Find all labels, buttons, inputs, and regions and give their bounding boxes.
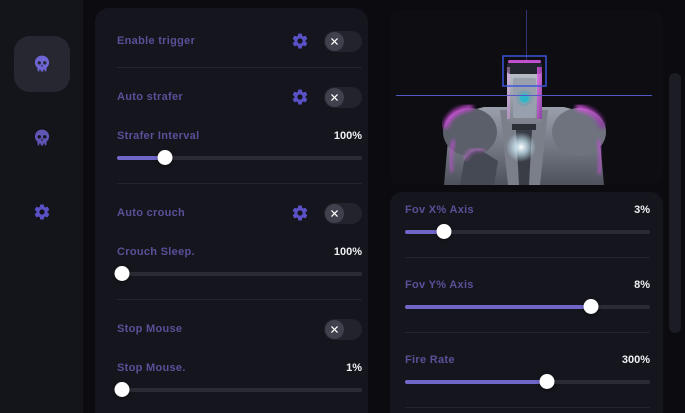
slider-fill: [117, 156, 165, 160]
aim-preview-panel: [390, 10, 663, 185]
divider: [117, 299, 362, 300]
toggle-knob: [325, 319, 344, 339]
features-panel: Enable trigger Auto strafer: [95, 8, 368, 413]
feature-settings-button[interactable]: [290, 31, 310, 51]
slider-value: 100%: [333, 130, 362, 142]
skull-icon: [34, 55, 49, 72]
slider-fill: [405, 230, 445, 234]
slider-fill: [405, 305, 592, 309]
scrollbar-thumb[interactable]: [669, 73, 681, 333]
feature-toggle-off[interactable]: [324, 86, 362, 108]
slider-thumb[interactable]: [114, 382, 130, 397]
slider-thumb[interactable]: [436, 224, 452, 239]
feature-row-stop-mouse: Stop Mouse: [117, 316, 362, 342]
sidebar-item-triggerbot[interactable]: [13, 36, 70, 92]
slider-label: Fire Rate: [405, 354, 455, 366]
fire-rate-slider[interactable]: [405, 374, 650, 390]
slider-track[interactable]: [405, 230, 650, 234]
gear-icon: [292, 89, 308, 105]
slider-track[interactable]: [117, 272, 362, 276]
slider-value: 1%: [346, 362, 362, 374]
slider-value: 8%: [634, 279, 650, 291]
slider-label: Fov X% Axis: [405, 204, 474, 216]
sidebar: [0, 0, 83, 413]
robot-render: [396, 10, 652, 185]
gear-icon: [292, 205, 308, 221]
feature-label: Stop Mouse: [117, 323, 183, 335]
toggle-knob: [325, 87, 344, 107]
fov-x-slider[interactable]: [405, 224, 650, 240]
divider: [405, 407, 650, 408]
feature-toggle-off[interactable]: [324, 318, 362, 340]
divider: [117, 67, 362, 68]
slider-label: Stop Mouse.: [117, 362, 186, 374]
feature-row-auto-strafer: Auto strafer: [117, 84, 362, 110]
feature-toggle-off[interactable]: [324, 202, 362, 224]
fov-y-slider[interactable]: [405, 299, 650, 315]
slider-fill: [405, 380, 548, 384]
skull-icon: [34, 129, 49, 146]
x-icon: [331, 209, 338, 217]
slider-thumb[interactable]: [539, 374, 555, 389]
slider-label-row: Crouch Sleep. 100%: [117, 244, 362, 260]
divider: [405, 332, 650, 333]
slider-thumb[interactable]: [114, 266, 130, 281]
slider-label: Strafer Interval: [117, 130, 200, 142]
divider: [117, 183, 362, 184]
feature-row-auto-crouch: Auto crouch: [117, 200, 362, 226]
slider-thumb[interactable]: [583, 299, 599, 314]
slider-label-row: Strafer Interval 100%: [117, 128, 362, 144]
toggle-knob: [325, 31, 344, 51]
slider-label: Crouch Sleep.: [117, 246, 195, 258]
feature-label: Auto crouch: [117, 207, 186, 219]
feature-toggle-off[interactable]: [324, 30, 362, 52]
sidebar-item-settings[interactable]: [14, 184, 70, 240]
target-head-box: [502, 55, 547, 87]
slider-label-row: Stop Mouse. 1%: [117, 360, 362, 376]
slider-label-row: Fire Rate 300%: [405, 352, 650, 368]
slider-value: 300%: [621, 354, 650, 366]
slider-thumb[interactable]: [157, 150, 173, 165]
slider-label: Fov Y% Axis: [405, 279, 474, 291]
gear-icon: [34, 204, 49, 220]
slider-value: 3%: [634, 204, 650, 216]
x-icon: [331, 93, 338, 101]
strafer-interval-slider[interactable]: [117, 150, 362, 166]
feature-row-enable-trigger: Enable trigger: [117, 28, 362, 54]
feature-settings-button[interactable]: [290, 203, 310, 223]
stop-mouse-slider[interactable]: [114, 382, 362, 398]
feature-label: Enable trigger: [117, 35, 196, 47]
slider-track[interactable]: [117, 388, 362, 392]
aim-settings-panel: Fov X% Axis 3% Fov Y% Axis 8% Fire Rate …: [390, 192, 663, 413]
crosshair-horizontal-line: [396, 95, 652, 96]
x-icon: [331, 37, 338, 45]
feature-label: Auto strafer: [117, 91, 183, 103]
crouch-sleep-slider[interactable]: [114, 266, 362, 282]
slider-label-row: Fov X% Axis 3%: [405, 202, 650, 218]
toggle-knob: [325, 203, 344, 223]
slider-track[interactable]: [117, 156, 362, 160]
sidebar-item-aimbot[interactable]: [14, 110, 70, 166]
x-icon: [331, 325, 338, 333]
slider-value: 100%: [333, 246, 362, 258]
gear-icon: [292, 33, 308, 49]
divider: [405, 257, 650, 258]
slider-label-row: Fov Y% Axis 8%: [405, 277, 650, 293]
robot-body: [442, 60, 606, 185]
feature-settings-button[interactable]: [290, 87, 310, 107]
